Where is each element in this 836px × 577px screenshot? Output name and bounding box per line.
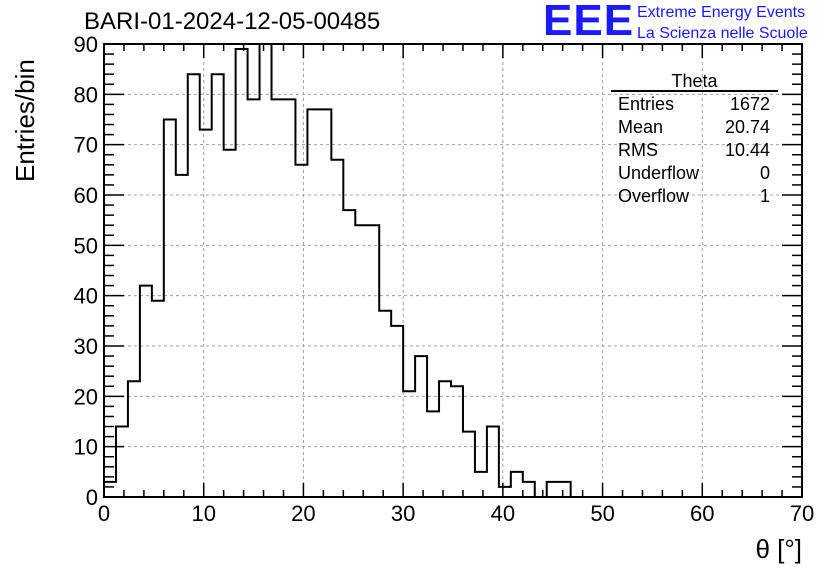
y-tick-label: 60	[74, 183, 98, 208]
grid-lines	[104, 44, 802, 497]
x-tick-label: 0	[98, 501, 110, 526]
eee-logo-line2: La Scienza nelle Scuole	[637, 25, 808, 42]
y-tick-label: 80	[74, 82, 98, 107]
stats-value: 1672	[730, 94, 770, 114]
x-tick-label: 10	[191, 501, 215, 526]
y-tick-label: 20	[74, 384, 98, 409]
x-tick-label: 30	[391, 501, 415, 526]
y-tick-label: 40	[74, 284, 98, 309]
eee-logo: EEE	[543, 0, 635, 45]
stats-label: Entries	[618, 94, 674, 114]
x-axis-label: θ [°]	[755, 534, 802, 564]
y-tick-label: 50	[74, 233, 98, 258]
stats-value: 1	[760, 186, 770, 206]
y-tick-label: 0	[86, 485, 98, 510]
x-tick-label: 60	[690, 501, 714, 526]
y-tick-label: 30	[74, 334, 98, 359]
x-tick-label: 50	[590, 501, 614, 526]
run-title: BARI-01-2024-12-05-00485	[84, 8, 381, 35]
y-tick-label: 10	[74, 435, 98, 460]
stats-label: Overflow	[618, 186, 690, 206]
stats-value: 10.44	[725, 140, 770, 160]
stats-value: 0	[760, 163, 770, 183]
y-axis-label: Entries/bin	[10, 59, 40, 182]
plot-frame	[103, 43, 803, 498]
stats-label: Underflow	[618, 163, 700, 183]
y-tick-label: 70	[74, 133, 98, 158]
eee-logo-line1: Extreme Energy Events	[637, 4, 806, 21]
stats-label: RMS	[618, 140, 658, 160]
histogram-line	[104, 43, 799, 498]
stats-label: Mean	[618, 117, 663, 137]
x-tick-label: 40	[491, 501, 515, 526]
stats-title: Theta	[671, 71, 718, 91]
y-tick-label: 90	[74, 32, 98, 57]
axis-ticks	[103, 43, 803, 498]
x-tick-label: 20	[291, 501, 315, 526]
x-tick-label: 70	[790, 501, 814, 526]
stats-value: 20.74	[725, 117, 770, 137]
stats-box: Theta Entries 1672 Mean 20.74 RMS 10.44 Underfl…	[611, 71, 778, 206]
